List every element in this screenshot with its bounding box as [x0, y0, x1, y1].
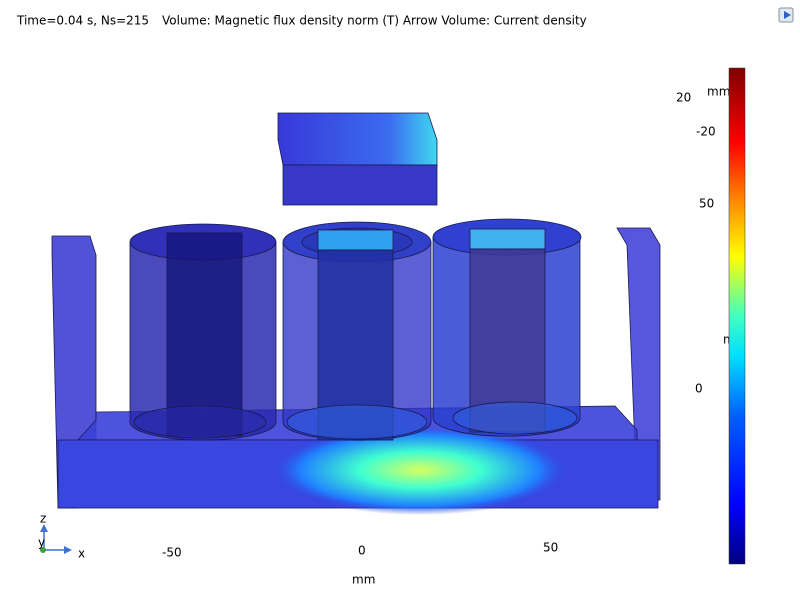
axis-label: -50 [162, 546, 182, 560]
axis-label: 20 [676, 91, 691, 105]
axis-label: 50 [543, 541, 558, 555]
plot-label: Volume: Magnetic flux density norm (T) A… [162, 14, 587, 28]
x-arrow [64, 546, 72, 554]
yoke-front [282, 164, 438, 206]
settings-icon[interactable] [778, 7, 794, 23]
coil-right [432, 218, 582, 437]
triad-label: x [78, 547, 85, 561]
axis-label: 50 [699, 197, 714, 211]
axis-label: -20 [696, 125, 716, 139]
y-axis [40, 547, 46, 553]
scene [51, 112, 661, 515]
colorbar [728, 67, 746, 565]
triad-label: y [38, 536, 45, 550]
z-arrow [40, 524, 48, 532]
icon-glyph[interactable] [784, 11, 791, 19]
colorbar-scale [728, 67, 746, 565]
triad-label: z [40, 512, 46, 526]
axis-label: 0 [695, 382, 703, 396]
right-post [616, 227, 661, 501]
coil-middle [282, 221, 432, 441]
axis-label: 0 [358, 544, 366, 558]
hot-spot [270, 425, 570, 515]
yoke-top [277, 112, 438, 166]
axis-label: mm [352, 573, 375, 587]
triad: z y x [38, 512, 85, 561]
axis-label: mm [707, 85, 730, 99]
coil-left [129, 223, 277, 441]
time-label: Time=0.04 s, Ns=215 [16, 14, 149, 28]
